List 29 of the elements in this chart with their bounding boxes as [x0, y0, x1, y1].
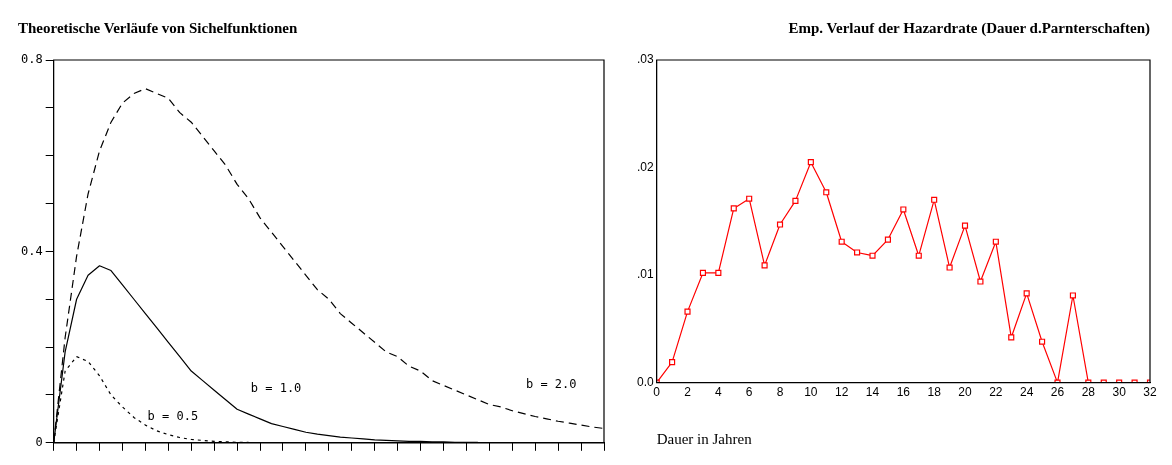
x-tick-label: 12 — [835, 385, 849, 400]
y-tick-label: 0.8 — [20, 52, 43, 67]
x-tick-label: 6 — [745, 385, 753, 400]
x-tick-label: 10 — [804, 385, 818, 400]
x-tick-label: 28 — [1081, 385, 1096, 400]
y-tick-label: 0 — [35, 434, 43, 449]
y-tick-label: .03 — [636, 52, 654, 67]
x-tick-label: 2 — [684, 385, 692, 400]
x-tick-label: 30 — [1112, 385, 1127, 400]
x-tick-label: 22 — [989, 385, 1003, 400]
y-tick-label: 0.4 — [20, 243, 43, 258]
y-tick-label: 0.0 — [636, 374, 654, 389]
x-tick-label: 26 — [1050, 385, 1065, 400]
chart-title: Theoretische Verläufe von Sichelfunktionen — [18, 19, 298, 36]
series-label: b = 1.0 — [250, 381, 302, 395]
x-tick-label: 8 — [776, 385, 784, 400]
x-tick-label: 20 — [958, 385, 972, 400]
x-tick-label: 16 — [896, 385, 911, 400]
x-tick-label: 24 — [1019, 385, 1034, 400]
series-label: b = 0.5 — [147, 408, 199, 423]
x-axis-title: Dauer in Jahren — [656, 430, 753, 447]
chart-title: Emp. Verlauf der Hazardrate (Dauer d.Parnterschaften) — [788, 19, 1150, 37]
y-tick-label: .01 — [636, 267, 654, 282]
x-tick-label: 18 — [927, 385, 942, 400]
y-tick-label: .02 — [636, 159, 654, 174]
series-label: b = 2.0 — [525, 376, 577, 391]
x-tick-label: 14 — [865, 385, 880, 400]
x-tick-label: 4 — [715, 385, 722, 400]
x-tick-label: 32 — [1143, 385, 1157, 400]
